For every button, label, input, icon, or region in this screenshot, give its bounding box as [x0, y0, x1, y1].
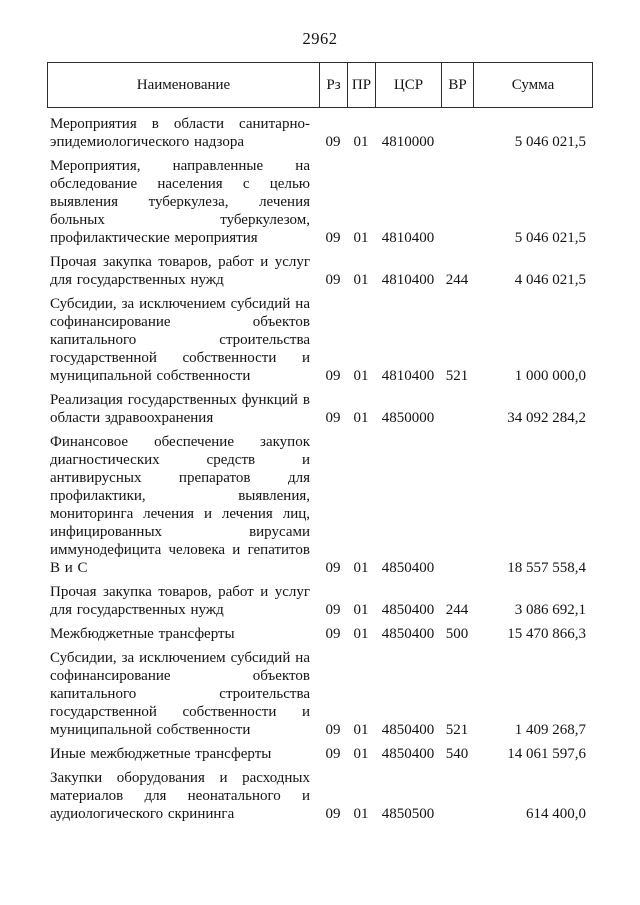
- row-pr-code: 01: [353, 722, 369, 738]
- row-csr-code: 4850400: [381, 746, 435, 762]
- row-pr-code: 01: [353, 626, 369, 642]
- column-header-name: Наименование: [48, 63, 320, 107]
- row-sum-value: 18 557 558,4: [507, 560, 586, 576]
- row-pr-code: 01: [353, 230, 369, 246]
- row-sum-value: 614 400,0: [526, 806, 586, 822]
- table-row: Прочая закупка товаров, работ и услуг дл…: [47, 583, 593, 619]
- row-sum-value: 34 092 284,2: [507, 410, 586, 426]
- row-rz-code: 09: [325, 806, 341, 822]
- row-csr-code: 4810400: [381, 272, 435, 288]
- column-header-sum: Сумма: [511, 76, 555, 93]
- row-pr-code: 01: [353, 746, 369, 762]
- row-sum-value: 5 046 021,5: [514, 230, 586, 246]
- row-name: Закупки оборудования и расходных материа…: [50, 770, 310, 822]
- row-name: Субсидии, за исключением субсидий на соф…: [50, 296, 310, 384]
- row-sum-value: 1 000 000,0: [514, 368, 586, 384]
- row-pr-code: 01: [353, 272, 369, 288]
- row-rz-code: 09: [325, 722, 341, 738]
- table-row: Субсидии, за исключением субсидий на соф…: [47, 295, 593, 385]
- row-pr-code: 01: [353, 560, 369, 576]
- page-number: 2962: [302, 29, 338, 48]
- row-name: Мероприятия в области санитарно-эпидемио…: [50, 116, 310, 150]
- row-name: Субсидии, за исключением субсидий на соф…: [50, 650, 310, 738]
- row-csr-code: 4810000: [381, 134, 435, 150]
- row-csr-code: 4850400: [381, 602, 435, 618]
- row-sum-value: 15 470 866,3: [507, 626, 586, 642]
- column-header-vr: ВР: [442, 63, 474, 107]
- row-csr-code: 4810400: [381, 368, 435, 384]
- row-name: Финансовое обеспечение закупок диагности…: [50, 434, 310, 576]
- row-sum-value: 14 061 597,6: [507, 746, 586, 762]
- table-row: Мероприятия, направленные на обследовани…: [47, 157, 593, 247]
- row-sum-value: 5 046 021,5: [514, 134, 586, 150]
- row-pr-code: 01: [353, 806, 369, 822]
- table-row: Субсидии, за исключением субсидий на соф…: [47, 649, 593, 739]
- column-header-pr: ПР: [348, 63, 376, 107]
- row-vr-code: 244: [445, 272, 469, 288]
- row-pr-code: 01: [353, 602, 369, 618]
- column-header-csr: ЦСР: [376, 63, 442, 107]
- row-rz-code: 09: [325, 410, 341, 426]
- row-csr-code: 4850400: [381, 626, 435, 642]
- row-rz-code: 09: [325, 230, 341, 246]
- row-name: Прочая закупка товаров, работ и услуг дл…: [50, 254, 310, 288]
- row-rz-code: 09: [325, 746, 341, 762]
- row-vr-code: 521: [445, 368, 469, 384]
- row-rz-code: 09: [325, 134, 341, 150]
- row-name: Прочая закупка товаров, работ и услуг дл…: [50, 584, 310, 618]
- row-rz-code: 09: [325, 626, 341, 642]
- table-row: Реализация государственных функций в обл…: [47, 391, 593, 427]
- row-rz-code: 09: [325, 368, 341, 384]
- row-rz-code: 09: [325, 560, 341, 576]
- table-row: Межбюджетные трансферты 09 01 4850400 50…: [47, 625, 593, 643]
- table-row: Закупки оборудования и расходных материа…: [47, 769, 593, 823]
- row-csr-code: 4810400: [381, 230, 435, 246]
- table-row: Иные межбюджетные трансферты 09 01 48504…: [47, 745, 593, 763]
- row-rz-code: 09: [325, 602, 341, 618]
- row-csr-code: 4850500: [381, 806, 435, 822]
- row-csr-code: 4850000: [381, 410, 435, 426]
- row-vr-code: 540: [445, 746, 469, 762]
- row-sum-value: 1 409 268,7: [514, 722, 586, 738]
- row-pr-code: 01: [353, 368, 369, 384]
- table-row: Мероприятия в области санитарно-эпидемио…: [47, 115, 593, 151]
- row-sum-value: 4 046 021,5: [514, 272, 586, 288]
- row-vr-code: 521: [445, 722, 469, 738]
- row-vr-code: 500: [445, 626, 469, 642]
- row-csr-code: 4850400: [381, 722, 435, 738]
- column-header-rz: Рз: [320, 63, 348, 107]
- row-name: Иные межбюджетные трансферты: [50, 746, 272, 762]
- row-sum-value: 3 086 692,1: [514, 602, 586, 618]
- row-csr-code: 4850400: [381, 560, 435, 576]
- row-name: Межбюджетные трансферты: [50, 626, 235, 642]
- row-pr-code: 01: [353, 134, 369, 150]
- row-name: Реализация государственных функций в обл…: [50, 392, 310, 426]
- table-row: Прочая закупка товаров, работ и услуг дл…: [47, 253, 593, 289]
- row-rz-code: 09: [325, 272, 341, 288]
- row-name: Мероприятия, направленные на обследовани…: [50, 158, 310, 246]
- table-body: Мероприятия в области санитарно-эпидемио…: [47, 108, 593, 823]
- row-vr-code: 244: [445, 602, 469, 618]
- table-header-row: Наименование Рз ПР ЦСР ВР Сумма: [47, 62, 593, 108]
- row-pr-code: 01: [353, 410, 369, 426]
- table-row: Финансовое обеспечение закупок диагности…: [47, 433, 593, 577]
- budget-table: Наименование Рз ПР ЦСР ВР Сумма Мероприя…: [47, 62, 593, 829]
